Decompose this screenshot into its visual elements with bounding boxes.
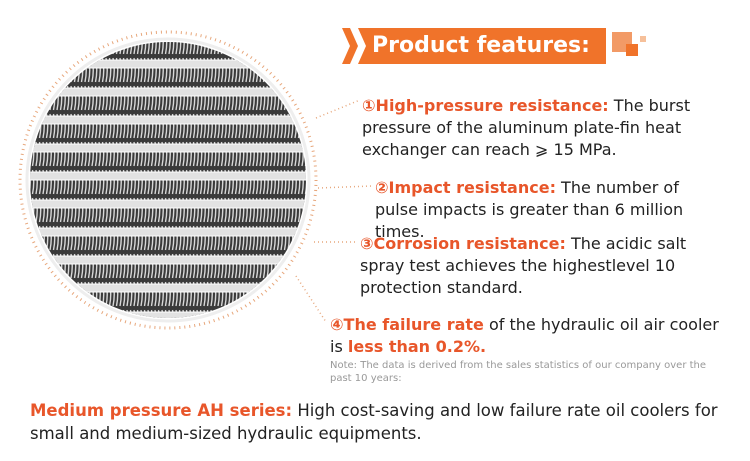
feature: ③Corrosion resistance: The acidic salt s… — [360, 233, 705, 299]
feature-text: The number of pulse impacts is greater t… — [375, 178, 684, 241]
feature-number: ④ — [330, 315, 344, 334]
radiator-image — [30, 42, 306, 318]
feature-text: The acidic salt spray test achieves the … — [360, 234, 687, 297]
banner — [342, 28, 646, 64]
feature-number: ③ — [360, 234, 374, 253]
feature-title: Impact resistance: — [388, 178, 556, 197]
feature-title: High-pressure resistance: — [375, 96, 609, 115]
feature-title: The failure rate — [343, 315, 484, 334]
feature-text: of the hydraulic oil air cooler is — [330, 315, 719, 356]
dotted-ring — [18, 30, 318, 330]
feature-number: ① — [362, 96, 376, 115]
leader-lines — [295, 99, 373, 323]
feature-text: The burst pressure of the aluminum plate… — [362, 96, 691, 159]
feature-title: Corrosion resistance: — [373, 234, 566, 253]
footer: Medium pressure AH series: High cost-sav… — [30, 399, 730, 445]
footer-title: Medium pressure AH series: — [30, 401, 293, 420]
feature-number: ② — [375, 178, 389, 197]
feature: ②Impact resistance: The number of pulse … — [375, 177, 705, 243]
footer-text: High cost-saving and low failure rate oi… — [30, 401, 718, 443]
feature-highlight: less than 0.2%. — [347, 337, 487, 356]
note: Note: The data is derived from the sales… — [330, 360, 707, 384]
feature: ①High-pressure resistance: The burst pre… — [362, 95, 707, 161]
feature: ④The failure rate of the hydraulic oil a… — [330, 314, 725, 358]
banner-title: Product features: — [372, 33, 590, 58]
